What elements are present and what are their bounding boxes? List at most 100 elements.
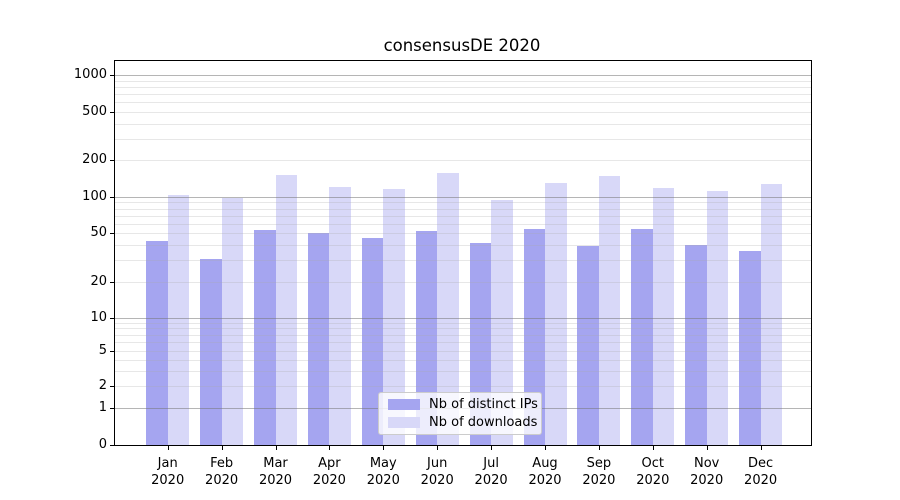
- bar-downloads-mar: [275, 174, 297, 445]
- bar-distinct-ips-mar: [254, 230, 276, 445]
- x-tick-label-aug: Aug 2020: [528, 456, 562, 488]
- x-tick-label-apr: Apr 2020: [312, 456, 346, 488]
- gridline-minor: [115, 334, 811, 336]
- bar-distinct-ips-apr: [307, 233, 330, 445]
- x-tick-mark: [329, 446, 331, 450]
- y-tick-label-0: 0: [98, 437, 107, 452]
- gridline-minor: [115, 370, 811, 372]
- bar-downloads-sep: [598, 175, 621, 445]
- legend-swatch-downloads: [388, 417, 420, 428]
- bar-downloads-jun: [437, 173, 459, 445]
- y-tick-label-500: 500: [82, 103, 107, 119]
- y-tick-mark: [110, 196, 114, 198]
- gridline-minor: [115, 102, 811, 104]
- x-tick-mark: [706, 446, 708, 450]
- x-tick-label-nov: Nov 2020: [690, 456, 724, 488]
- bar-distinct-ips-aug: [523, 229, 545, 445]
- x-tick-mark: [491, 446, 493, 450]
- y-tick-label-2: 2: [98, 378, 107, 393]
- gridline-minor: [115, 215, 811, 217]
- gridline-major: [115, 196, 811, 198]
- gridline-minor: [115, 138, 811, 140]
- gridline-major: [115, 75, 811, 77]
- bar-downloads-may: [383, 188, 405, 445]
- bar-downloads-oct: [652, 187, 675, 445]
- chart-title: consensusDE 2020: [383, 36, 541, 55]
- x-tick-mark: [437, 446, 439, 450]
- x-tick-mark: [275, 446, 277, 450]
- gridline-minor: [115, 359, 811, 361]
- gridline-minor: [115, 260, 811, 262]
- gridline-minor: [115, 208, 811, 210]
- y-tick-label-10: 10: [90, 309, 107, 325]
- gridline-minor: [115, 94, 811, 96]
- bar-distinct-ips-oct: [631, 229, 653, 445]
- bar-downloads-dec: [760, 184, 783, 445]
- y-tick-mark: [110, 445, 114, 446]
- y-tick-label-50: 50: [90, 225, 107, 241]
- x-tick-label-jan: Jan 2020: [151, 456, 185, 488]
- y-tick-mark: [110, 407, 114, 409]
- x-tick-label-sep: Sep 2020: [582, 456, 616, 488]
- gridline-minor: [115, 351, 811, 352]
- y-tick-label-100: 100: [82, 188, 107, 204]
- gridline-minor: [115, 223, 811, 225]
- bar-distinct-ips-dec: [739, 250, 761, 445]
- bar-distinct-ips-nov: [685, 245, 707, 445]
- bar-downloads-jan: [167, 195, 190, 445]
- legend-item-distinct-ips: Nb of distinct IPs: [388, 397, 541, 412]
- x-tick-label-jul: Jul 2020: [474, 456, 508, 488]
- y-tick-mark: [110, 351, 114, 352]
- gridline-minor: [115, 386, 811, 387]
- x-tick-label-may: May 2020: [366, 456, 400, 488]
- y-tick-mark: [110, 386, 114, 387]
- gridline-minor: [115, 342, 811, 344]
- gridline-minor: [115, 281, 811, 283]
- legend-label-distinct-ips: Nb of distinct IPs: [429, 397, 538, 412]
- legend-swatch-distinct-ips: [388, 399, 420, 410]
- y-tick-mark: [110, 75, 114, 77]
- legend: Nb of distinct IPs Nb of downloads: [378, 392, 542, 435]
- bar-distinct-ips-may: [361, 237, 384, 445]
- gridline-minor: [115, 160, 811, 162]
- x-tick-mark: [545, 446, 546, 450]
- gridline-minor: [115, 233, 811, 235]
- legend-label-downloads: Nb of downloads: [429, 415, 538, 430]
- x-tick-mark: [760, 446, 762, 450]
- x-tick-label-mar: Mar 2020: [258, 456, 293, 488]
- y-tick-label-1: 1: [98, 399, 107, 415]
- legend-item-downloads: Nb of downloads: [388, 415, 541, 430]
- y-tick-label-20: 20: [90, 273, 107, 289]
- gridline-minor: [115, 87, 811, 89]
- x-tick-label-dec: Dec 2020: [744, 456, 778, 488]
- y-tick-mark: [110, 233, 114, 235]
- gridline-major: [115, 317, 811, 319]
- y-tick-mark: [110, 160, 114, 162]
- gridline-minor: [115, 123, 811, 125]
- y-tick-label-1000: 1000: [73, 67, 107, 83]
- gridline-minor: [115, 328, 811, 330]
- gridline-minor: [115, 322, 811, 324]
- x-tick-mark: [383, 446, 385, 450]
- gridline-minor: [115, 245, 811, 247]
- bar-distinct-ips-jan: [146, 241, 168, 445]
- x-tick-label-oct: Oct 2020: [636, 456, 670, 488]
- bar-distinct-ips-sep: [577, 246, 599, 445]
- bar-distinct-ips-feb: [200, 258, 222, 445]
- bar-downloads-jul: [491, 199, 513, 445]
- bar-downloads-apr: [329, 187, 351, 445]
- x-tick-mark: [598, 446, 600, 450]
- bar-downloads-aug: [545, 182, 567, 445]
- bar-downloads-feb: [221, 197, 244, 445]
- y-tick-label-5: 5: [98, 343, 107, 358]
- x-tick-mark: [652, 446, 654, 450]
- y-tick-mark: [110, 317, 114, 319]
- gridline-minor: [115, 202, 811, 204]
- y-tick-label-200: 200: [82, 152, 107, 168]
- x-tick-label-jun: Jun 2020: [420, 456, 454, 488]
- x-tick-mark: [167, 446, 169, 450]
- y-tick-mark: [110, 111, 114, 113]
- bar-distinct-ips-jun: [415, 231, 438, 445]
- plot-area: 0 1 2 5 10 20 50 100 200 500 1000 Jan 2020 Feb 2020 M…: [74, 60, 812, 488]
